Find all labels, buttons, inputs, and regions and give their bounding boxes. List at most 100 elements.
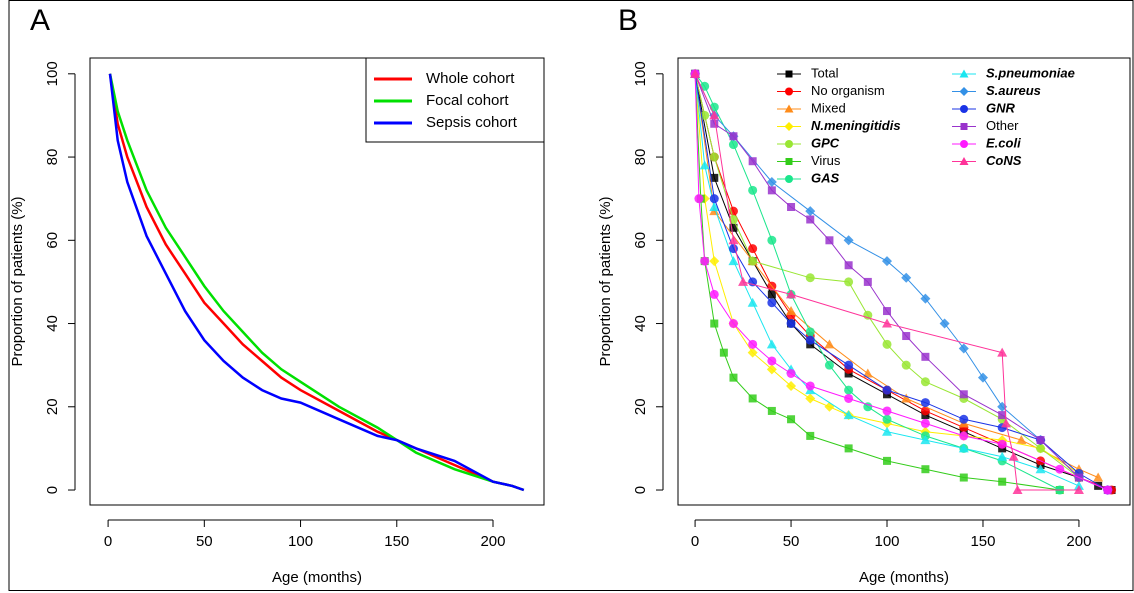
marker bbox=[863, 402, 873, 412]
y-axis-title: Proportion of patients (%) bbox=[9, 196, 26, 366]
legend-marker bbox=[785, 87, 793, 96]
marker bbox=[767, 406, 776, 415]
marker bbox=[1016, 435, 1027, 445]
marker bbox=[1055, 464, 1065, 474]
y-tick-label: 80 bbox=[632, 149, 649, 166]
legend-marker bbox=[959, 157, 969, 165]
legend-label: GNR bbox=[986, 100, 1016, 115]
marker bbox=[786, 289, 797, 299]
marker bbox=[728, 319, 738, 329]
legend-marker bbox=[784, 122, 794, 131]
y-tick-label: 100 bbox=[44, 61, 61, 86]
marker bbox=[709, 194, 719, 204]
marker bbox=[709, 202, 720, 211]
y-tick-label: 40 bbox=[632, 315, 649, 332]
marker bbox=[719, 348, 728, 357]
legend-marker bbox=[785, 158, 793, 165]
marker bbox=[844, 277, 854, 287]
marker bbox=[786, 306, 797, 316]
marker bbox=[882, 385, 892, 395]
marker bbox=[767, 290, 776, 299]
x-tick-label: 150 bbox=[970, 533, 995, 550]
marker bbox=[747, 347, 758, 358]
marker bbox=[958, 443, 969, 453]
x-tick-label: 0 bbox=[691, 533, 699, 550]
marker bbox=[883, 456, 892, 465]
marker bbox=[921, 352, 930, 361]
x-tick-label: 50 bbox=[783, 533, 800, 550]
y-tick-label: 60 bbox=[44, 232, 61, 249]
marker bbox=[729, 132, 738, 141]
marker bbox=[1001, 418, 1012, 428]
panel-label: A bbox=[30, 4, 50, 37]
legend-marker bbox=[785, 175, 793, 183]
marker bbox=[805, 393, 816, 404]
series-line bbox=[694, 73, 1112, 491]
marker bbox=[844, 444, 853, 453]
marker bbox=[920, 398, 930, 408]
marker bbox=[959, 431, 969, 441]
marker bbox=[709, 152, 719, 162]
marker bbox=[958, 343, 969, 354]
legend-marker bbox=[959, 69, 969, 78]
marker bbox=[710, 119, 719, 128]
series-line bbox=[694, 73, 1099, 478]
marker bbox=[997, 347, 1008, 357]
marker bbox=[728, 256, 739, 266]
marker bbox=[882, 339, 892, 349]
marker bbox=[844, 360, 854, 370]
legend-label: CoNS bbox=[986, 153, 1022, 168]
series-line bbox=[694, 73, 1112, 491]
marker bbox=[920, 418, 930, 428]
marker bbox=[805, 335, 815, 345]
marker bbox=[786, 380, 797, 391]
marker bbox=[1036, 436, 1045, 445]
y-tick-label: 20 bbox=[632, 398, 649, 415]
y-tick-label: 20 bbox=[44, 398, 61, 415]
marker bbox=[959, 390, 968, 399]
marker bbox=[901, 272, 912, 283]
legend-frame bbox=[365, 57, 545, 143]
marker bbox=[766, 339, 777, 349]
marker bbox=[1073, 485, 1084, 495]
marker bbox=[806, 215, 815, 224]
plot-frame bbox=[89, 57, 545, 506]
marker bbox=[882, 406, 892, 416]
marker bbox=[748, 185, 758, 195]
series-line bbox=[108, 73, 525, 492]
legend-marker bbox=[960, 123, 968, 130]
marker bbox=[844, 385, 854, 395]
marker bbox=[728, 214, 738, 224]
marker bbox=[767, 356, 777, 366]
y-tick-label: 100 bbox=[632, 61, 649, 86]
marker bbox=[1103, 485, 1113, 495]
marker bbox=[766, 177, 777, 188]
marker bbox=[997, 439, 1007, 449]
marker bbox=[748, 339, 758, 349]
series-line bbox=[694, 73, 1060, 491]
marker bbox=[767, 186, 776, 195]
legend-marker bbox=[960, 140, 968, 148]
y-tick-label: 80 bbox=[44, 149, 61, 166]
x-tick-label: 100 bbox=[874, 533, 899, 550]
x-tick-label: 200 bbox=[1066, 533, 1091, 550]
series-line bbox=[694, 73, 1080, 474]
marker bbox=[767, 235, 777, 245]
marker bbox=[997, 451, 1008, 461]
marker bbox=[844, 261, 853, 270]
marker bbox=[882, 256, 893, 267]
marker bbox=[959, 414, 969, 424]
marker bbox=[901, 393, 912, 403]
legend-label: Total bbox=[811, 65, 839, 80]
legend-label: GAS bbox=[811, 170, 840, 185]
x-tick-label: 50 bbox=[196, 533, 213, 550]
marker bbox=[767, 298, 777, 308]
legend-label: Mixed bbox=[811, 100, 846, 115]
marker bbox=[1008, 451, 1019, 461]
marker bbox=[824, 339, 835, 349]
marker bbox=[729, 373, 738, 382]
y-tick-label: 0 bbox=[632, 486, 649, 494]
marker bbox=[1012, 485, 1023, 495]
legend-marker bbox=[785, 70, 793, 78]
